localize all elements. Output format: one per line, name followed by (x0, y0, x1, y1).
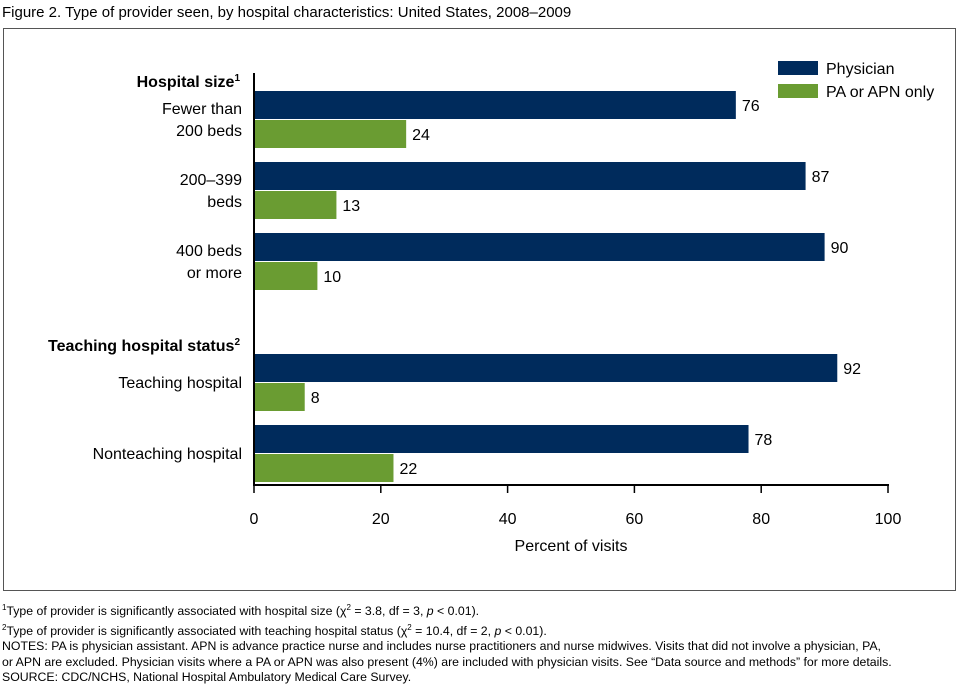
category-label: 200 beds (176, 123, 242, 140)
data-label: 87 (812, 169, 830, 186)
notes-line-2: or APN are excluded. Physician visits wh… (2, 654, 892, 669)
footnote-2: 2Type of provider is significantly assoc… (2, 622, 547, 638)
x-tick-label: 60 (626, 511, 644, 528)
bar-physician (254, 233, 825, 261)
bar-physician (254, 162, 806, 190)
group-heading: Teaching hospital status2 (48, 337, 240, 355)
x-tick-label: 0 (250, 511, 259, 528)
chart-frame (3, 28, 956, 591)
legend-label: PA or APN only (826, 84, 934, 101)
bar-pa-apn (254, 383, 305, 411)
footnote-1: 1Type of provider is significantly assoc… (2, 603, 480, 619)
bar-pa-apn (254, 191, 337, 219)
x-tick-label: 80 (752, 511, 770, 528)
legend-label: Physician (826, 61, 894, 78)
bar-pa-apn (254, 120, 407, 148)
data-label: 13 (342, 198, 360, 215)
category-label: 200–399 (180, 172, 242, 189)
bar-physician (254, 425, 749, 453)
x-tick-label: 40 (499, 511, 517, 528)
legend-swatch (778, 61, 818, 75)
x-axis-label: Percent of visits (515, 538, 628, 555)
category-label: or more (187, 265, 242, 282)
category-label: Nonteaching hospital (93, 446, 242, 463)
x-tick-label: 20 (372, 511, 390, 528)
category-label: Teaching hospital (118, 375, 242, 392)
data-label: 76 (742, 98, 760, 115)
footnotes: 1Type of provider is significantly assoc… (2, 600, 892, 686)
bar-pa-apn (254, 262, 318, 290)
data-label: 22 (399, 461, 417, 478)
source-line: SOURCE: CDC/NCHS, National Hospital Ambu… (2, 670, 412, 685)
category-label: beds (207, 194, 242, 211)
data-label: 78 (755, 432, 773, 449)
data-label: 24 (412, 127, 430, 144)
x-tick-label: 100 (875, 511, 902, 528)
category-label: Fewer than (162, 101, 242, 118)
data-label: 10 (323, 269, 341, 286)
data-label: 8 (311, 390, 320, 407)
notes-line-1: NOTES: PA is physician assistant. APN is… (2, 639, 881, 654)
category-label: 400 beds (176, 243, 242, 260)
figure-title: Figure 2. Type of provider seen, by hosp… (2, 4, 572, 21)
bar-physician (254, 354, 838, 382)
data-label: 92 (843, 361, 861, 378)
bar-physician (254, 91, 736, 119)
data-label: 90 (831, 240, 849, 257)
bar-pa-apn (254, 454, 394, 482)
legend-swatch (778, 84, 818, 98)
group-heading: Hospital size1 (137, 73, 241, 91)
